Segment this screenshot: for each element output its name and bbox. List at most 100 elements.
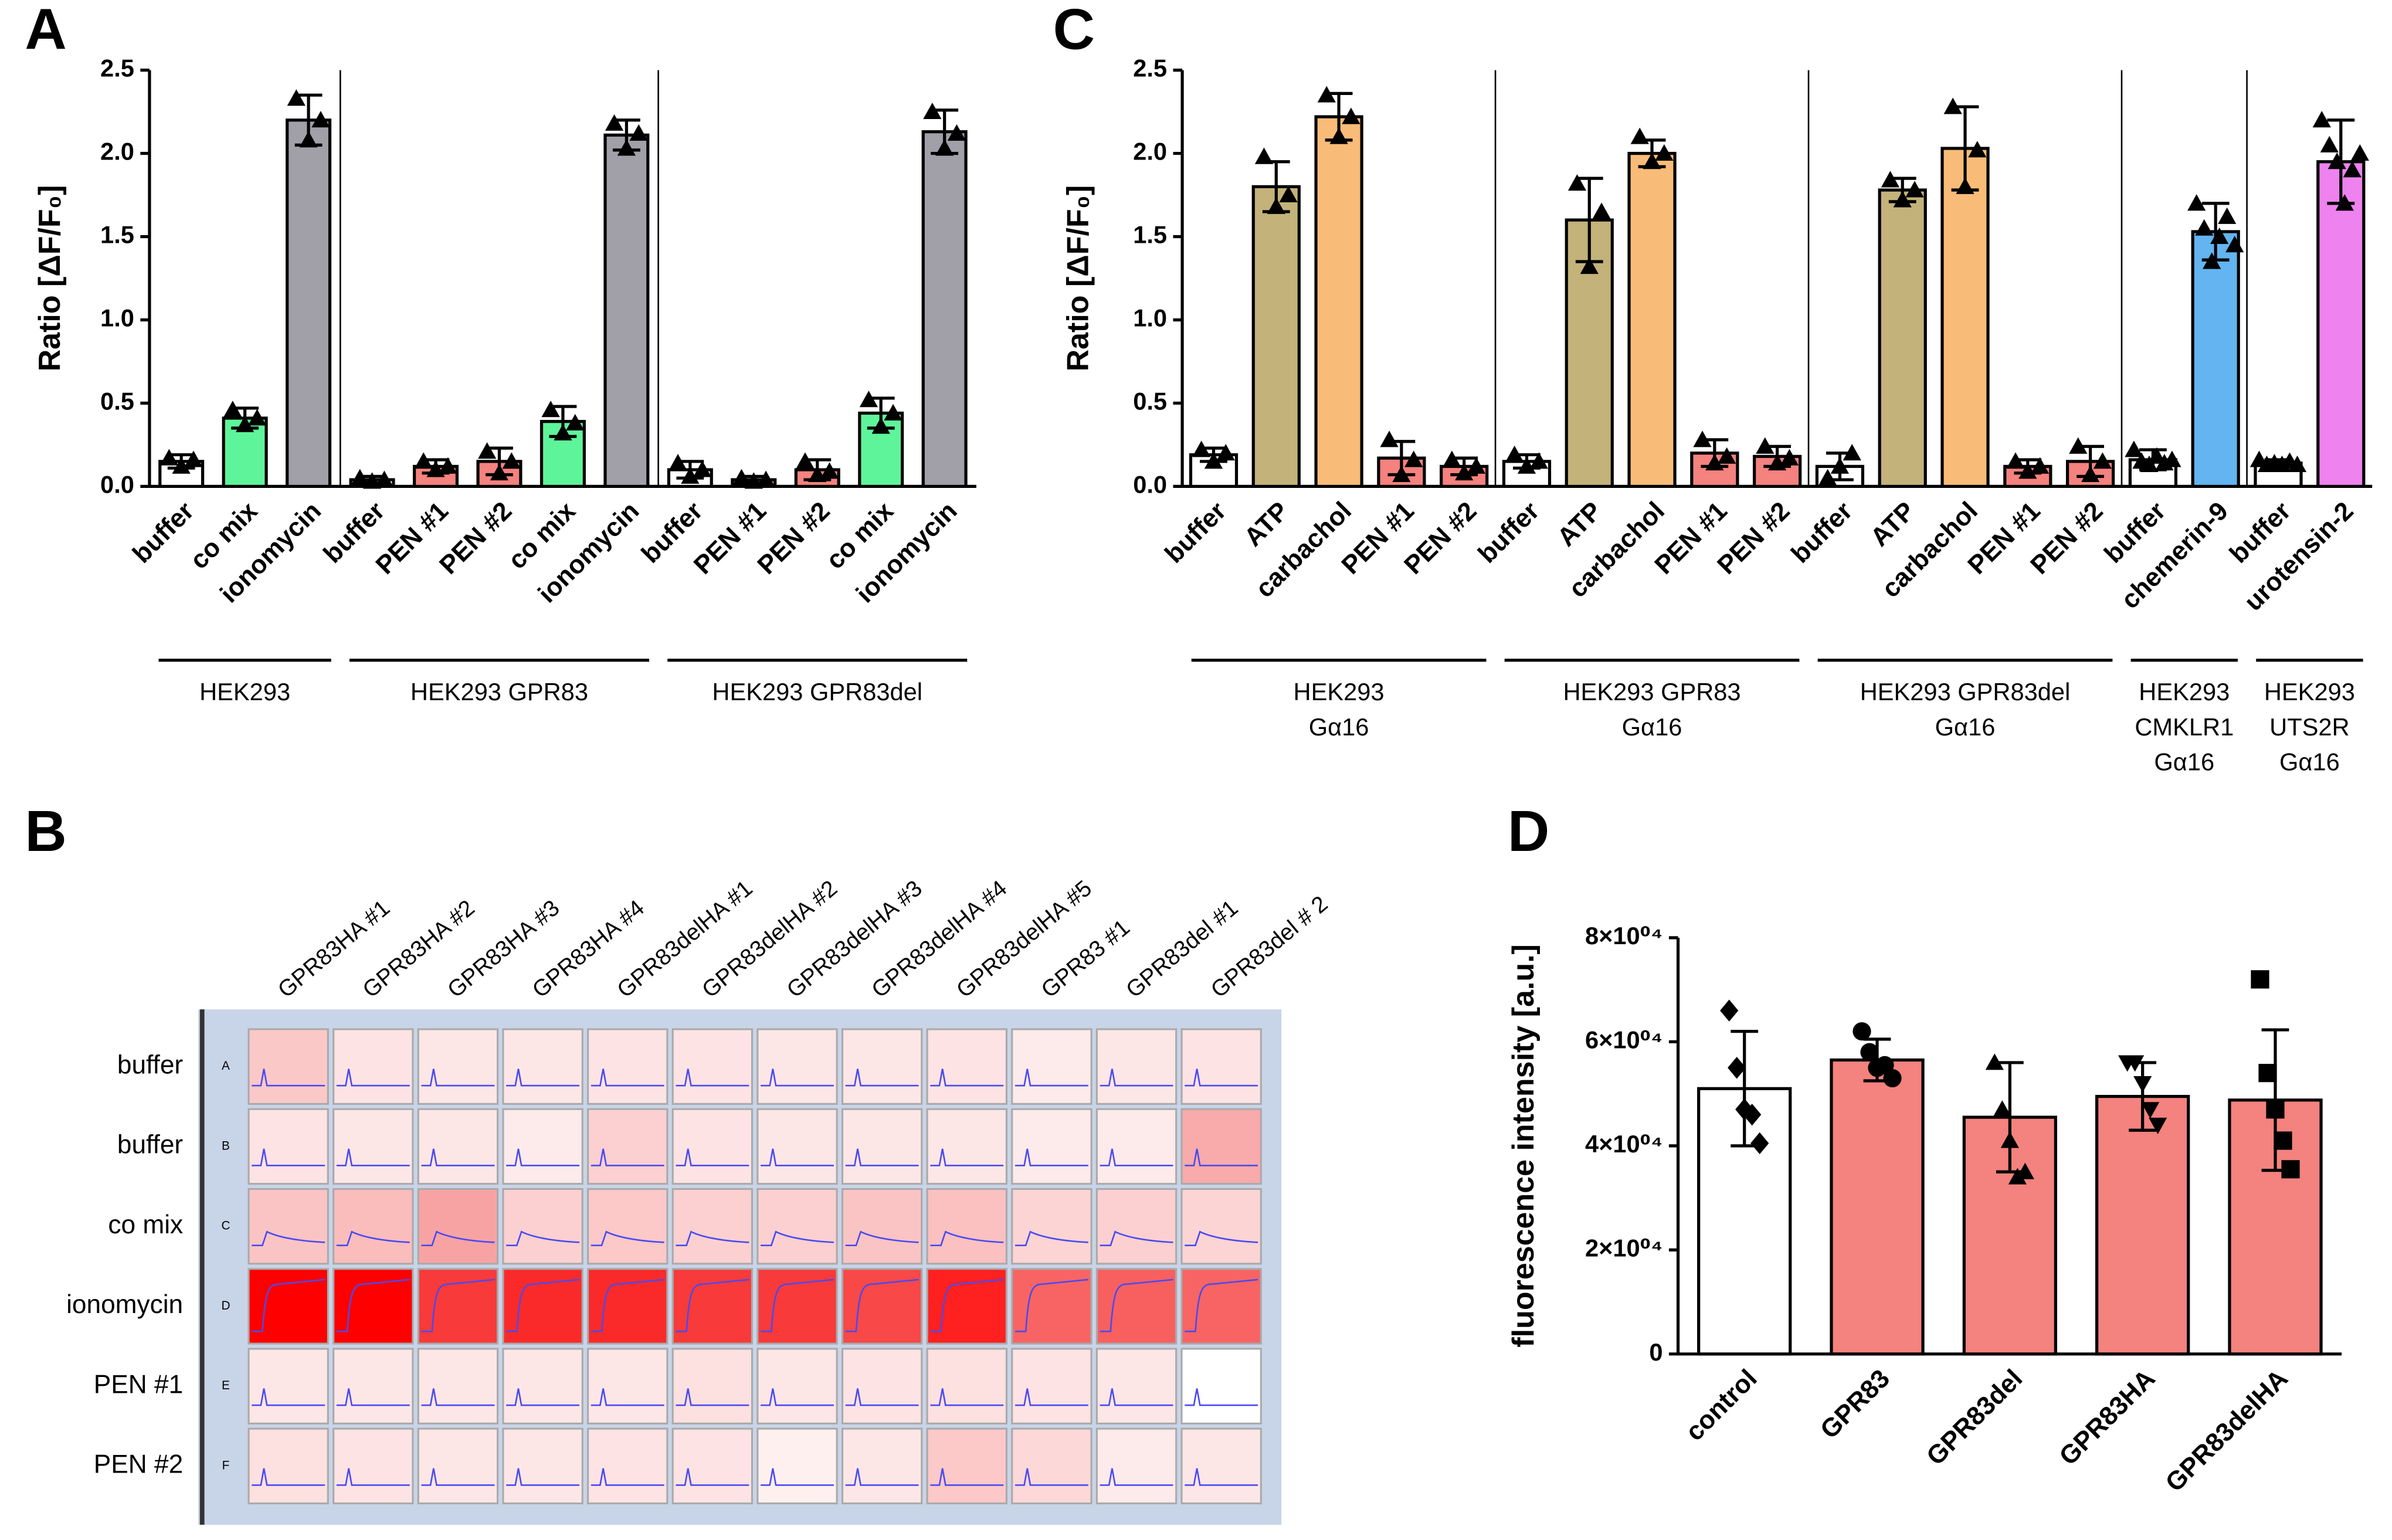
trace (845, 1388, 919, 1406)
row-label: ionomycin (66, 1290, 183, 1319)
data-point (478, 442, 497, 459)
data-point (2288, 455, 2307, 472)
well (502, 1108, 583, 1185)
bar (2095, 1095, 2190, 1356)
trace (506, 1468, 580, 1486)
trace (506, 1388, 580, 1406)
y-tick-label: 8×10⁰⁴ (1585, 922, 1663, 949)
data-point (1567, 174, 1587, 191)
x-tick-label: control (1680, 1364, 1763, 1447)
well (332, 1188, 414, 1265)
data-point (796, 452, 815, 469)
well (756, 1028, 838, 1105)
well (587, 1348, 669, 1424)
trace (930, 1068, 1004, 1087)
data-point (1517, 457, 1536, 474)
trace (591, 1388, 664, 1406)
data-point (1329, 127, 1348, 144)
data-point (2125, 440, 2143, 457)
data-point (1467, 457, 1486, 474)
y-tick-label: 0 (1649, 1338, 1662, 1366)
y-axis-label: Ratio [ΔF/F₀] (33, 185, 67, 372)
trace (1100, 1230, 1173, 1246)
well (926, 1108, 1007, 1185)
trace (1185, 1148, 1258, 1166)
well (926, 1188, 1007, 1265)
well (756, 1427, 838, 1505)
trace (676, 1068, 749, 1087)
x-tick-label: ATP (1239, 496, 1294, 552)
data-point (1392, 465, 1411, 483)
trace (1100, 1388, 1173, 1406)
data-point (299, 131, 318, 148)
data-point (1443, 450, 1461, 467)
row-letter: A (222, 1059, 230, 1073)
y-tick-label: 0.5 (100, 387, 134, 415)
data-point (2251, 970, 2269, 989)
trace (336, 1468, 410, 1486)
trace (845, 1148, 919, 1166)
data-point (1743, 1103, 1762, 1126)
bar (1878, 188, 1927, 489)
data-point (223, 401, 242, 418)
well (502, 1348, 583, 1424)
data-point (1985, 1053, 2004, 1070)
data-point (923, 102, 942, 120)
trace (591, 1230, 664, 1246)
trace (676, 1148, 749, 1166)
well (587, 1108, 669, 1185)
well (1011, 1028, 1092, 1105)
data-point (1455, 464, 1474, 481)
y-axis-label: fluorescence intensity [a.u.] (1507, 944, 1541, 1348)
well (1180, 1188, 1262, 1265)
data-point (172, 457, 191, 474)
data-point (2320, 135, 2339, 152)
trace (336, 1278, 410, 1332)
data-point (1342, 107, 1360, 124)
data-point (1893, 191, 1912, 208)
well (1180, 1108, 1262, 1185)
trace (421, 1388, 495, 1406)
bar (286, 118, 332, 489)
data-point (1267, 197, 1285, 214)
trace (1015, 1468, 1088, 1486)
data-point (1655, 144, 1674, 161)
y-tick-label: 2.0 (1133, 138, 1167, 165)
data-point (629, 124, 648, 141)
data-point (1718, 447, 1736, 464)
well (417, 1348, 499, 1424)
well (502, 1427, 583, 1505)
bar (1627, 151, 1677, 488)
data-point (2350, 144, 2369, 161)
data-point (1780, 449, 1799, 466)
data-point (2225, 236, 2244, 253)
trace (1015, 1278, 1088, 1332)
trace (506, 1148, 580, 1166)
well (1095, 1188, 1178, 1265)
data-point (375, 470, 393, 487)
data-point (2069, 437, 2088, 454)
bar (921, 130, 968, 488)
group-label: HEK293 GPR83 (410, 678, 588, 705)
group-label: HEK293 (1294, 678, 1385, 705)
y-tick-label: 1.5 (100, 221, 134, 249)
well (926, 1028, 1007, 1105)
well (1180, 1028, 1262, 1105)
data-point (1630, 127, 1649, 144)
trace (930, 1388, 1004, 1406)
trace (676, 1468, 749, 1486)
data-point (1279, 185, 1298, 203)
y-tick-label: 1.5 (1133, 221, 1167, 249)
data-point (1905, 181, 1924, 198)
group-label: HEK293 (2264, 678, 2355, 705)
trace (930, 1468, 1004, 1486)
data-point (2081, 465, 2100, 483)
data-point (1728, 1057, 1746, 1079)
trace (1100, 1068, 1173, 1087)
data-point (2343, 161, 2362, 178)
trace (591, 1468, 664, 1486)
data-point (2258, 1064, 2277, 1083)
data-point (871, 417, 890, 434)
